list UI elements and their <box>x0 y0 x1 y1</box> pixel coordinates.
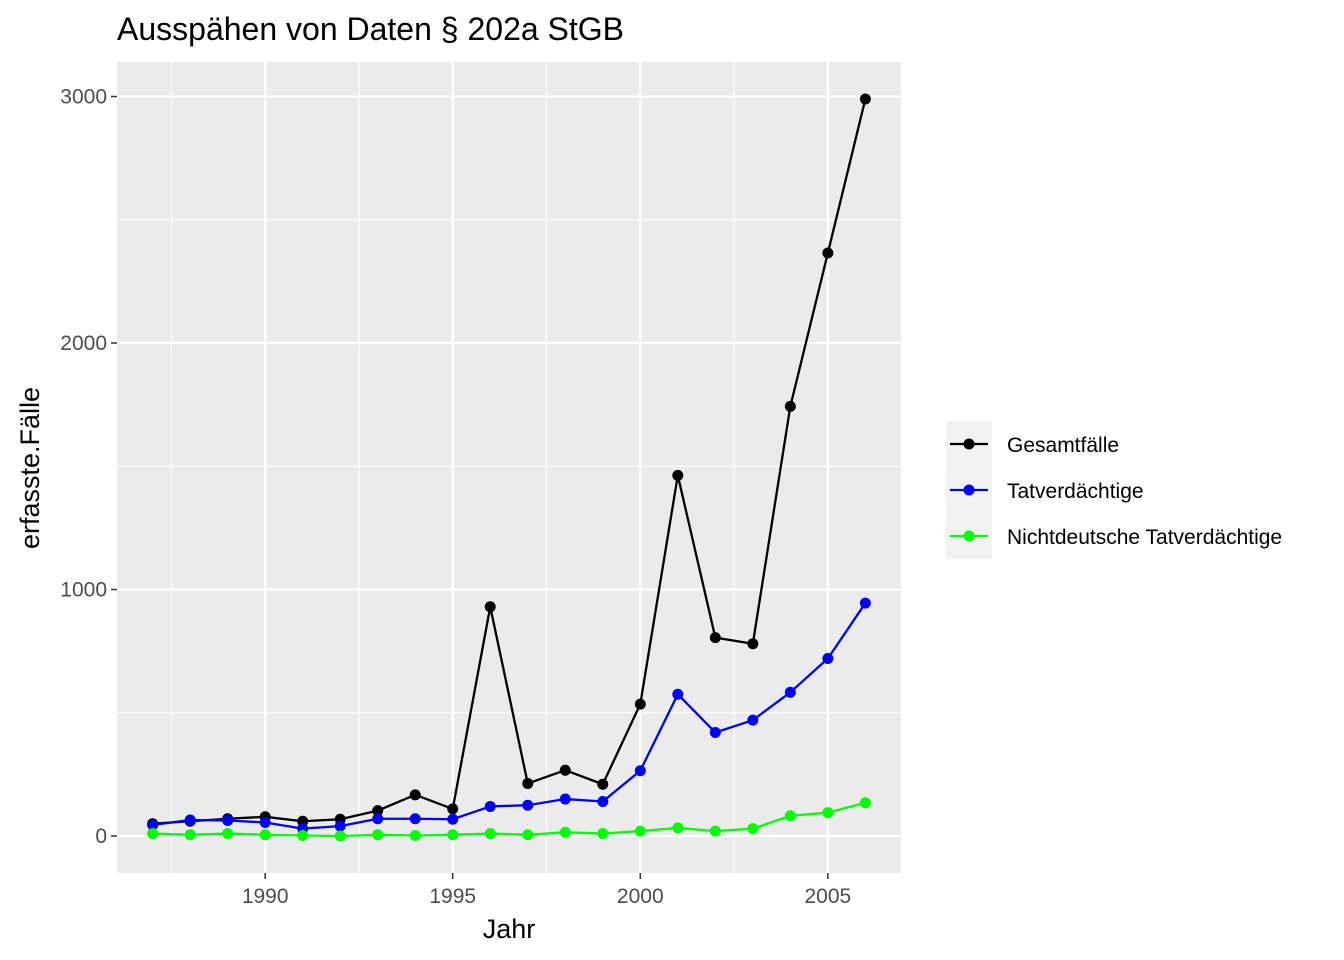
x-tick-label: 1990 <box>242 885 289 908</box>
data-point <box>709 825 721 837</box>
legend: Gesamtfälle Tatverdächtige Nichtdeutsche T… <box>946 421 1282 559</box>
data-point <box>522 829 534 841</box>
series-gesamtfalle <box>147 93 871 830</box>
data-point <box>334 830 346 842</box>
data-point <box>672 688 684 700</box>
data-point <box>184 829 196 841</box>
data-point <box>559 826 571 838</box>
x-axis-title: Jahr <box>483 914 536 944</box>
data-point <box>447 829 459 841</box>
data-point <box>334 820 346 832</box>
data-point <box>222 828 234 840</box>
data-point <box>484 828 496 840</box>
data-point <box>859 797 871 809</box>
x-tick-label: 2005 <box>804 885 851 908</box>
data-point <box>822 247 834 259</box>
legend-key-point <box>963 438 975 450</box>
data-point <box>222 814 234 826</box>
legend-label: Gesamtfälle <box>1007 434 1119 457</box>
y-tick-label: 3000 <box>60 86 107 109</box>
data-point <box>747 714 759 726</box>
data-point <box>634 698 646 710</box>
data-point <box>859 93 871 105</box>
legend-label: Tatverdächtige <box>1007 480 1144 503</box>
y-tick-label: 0 <box>95 825 107 848</box>
series-line <box>152 602 867 830</box>
data-point <box>747 638 759 650</box>
data-point <box>372 829 384 841</box>
data-point <box>859 597 871 609</box>
series-tatverdachtige <box>147 597 871 835</box>
data-point <box>784 686 796 698</box>
axes: 1990 1995 2000 2005 0 1000 2000 3000 <box>60 86 851 908</box>
legend-key-point <box>963 530 975 542</box>
legend-key-point <box>963 484 975 496</box>
series-line <box>152 801 866 838</box>
data-point <box>709 726 721 738</box>
data-point <box>522 799 534 811</box>
y-tick-label: 1000 <box>60 579 107 602</box>
data-point <box>784 810 796 822</box>
data-point <box>634 825 646 837</box>
y-tick-label: 2000 <box>60 332 107 355</box>
chart-title: Ausspähen von Daten § 202a StGB <box>117 11 624 47</box>
data-point <box>672 822 684 834</box>
data-point <box>409 813 421 825</box>
data-point <box>822 653 834 665</box>
data-point <box>709 632 721 644</box>
data-point <box>409 830 421 842</box>
data-point <box>559 793 571 805</box>
data-point <box>447 803 459 815</box>
data-point <box>597 796 609 808</box>
data-point <box>822 807 834 819</box>
data-point <box>597 778 609 790</box>
legend-label: Nichtdeutsche Tatverdächtige <box>1007 526 1282 549</box>
data-point <box>597 828 609 840</box>
grid-lines <box>117 62 901 873</box>
data-point <box>747 823 759 835</box>
series-nichtdeutsche-tatverdachtige <box>147 797 871 842</box>
data-point <box>559 764 571 776</box>
data-point <box>409 789 421 801</box>
data-point <box>297 830 309 842</box>
data-point <box>184 814 196 826</box>
x-tick-label: 1995 <box>429 885 476 908</box>
y-axis-title: erfasste.Fälle <box>15 387 45 549</box>
data-point <box>447 813 459 825</box>
x-tick-label: 2000 <box>617 885 664 908</box>
data-point <box>372 805 384 817</box>
data-point <box>522 778 534 790</box>
data-point <box>147 828 159 840</box>
data-point <box>147 819 159 831</box>
data-point <box>259 816 271 828</box>
data-point <box>259 829 271 841</box>
data-point <box>784 400 796 412</box>
plot-panel <box>117 62 901 873</box>
data-point <box>484 800 496 812</box>
data-point <box>484 601 496 613</box>
data-point <box>372 813 384 825</box>
data-point <box>634 765 646 777</box>
data-series <box>147 93 871 842</box>
series-line <box>152 98 867 825</box>
data-point <box>672 469 684 481</box>
